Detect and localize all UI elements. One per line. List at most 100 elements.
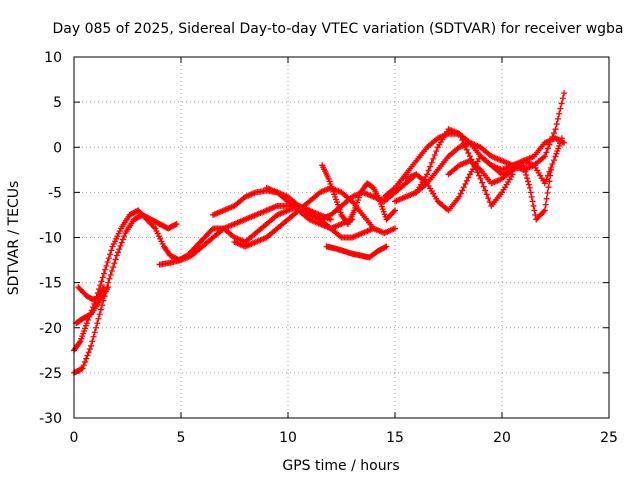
x-tick-label: 25 xyxy=(600,430,618,446)
y-axis-label: SDTVAR / TECUs xyxy=(6,181,22,296)
data-point xyxy=(113,252,120,259)
data-point xyxy=(102,266,109,273)
data-point xyxy=(556,110,563,117)
data-point xyxy=(520,162,527,169)
data-point xyxy=(527,189,534,196)
data-point xyxy=(559,95,566,102)
data-point xyxy=(545,184,552,191)
data-point xyxy=(547,137,554,144)
data-point xyxy=(425,167,432,174)
data-point xyxy=(98,278,105,285)
data-point xyxy=(459,187,466,194)
data-point xyxy=(456,193,463,200)
data-point xyxy=(553,121,560,128)
x-tick-label: 5 xyxy=(177,430,186,446)
data-point xyxy=(82,358,89,365)
data-point xyxy=(117,242,124,249)
data-point xyxy=(383,243,390,250)
data-point xyxy=(531,207,538,214)
data-point xyxy=(546,178,553,185)
data-point xyxy=(392,225,398,232)
data-point xyxy=(428,159,435,166)
data-point xyxy=(100,284,107,291)
data-point xyxy=(476,172,483,179)
data-layer xyxy=(71,90,568,376)
x-tick-label: 20 xyxy=(493,430,511,446)
data-point xyxy=(522,168,529,175)
data-point xyxy=(465,150,472,157)
series-track-1 xyxy=(71,202,377,354)
data-point xyxy=(151,224,158,231)
data-point xyxy=(88,342,95,349)
series-line xyxy=(415,128,514,207)
data-point xyxy=(95,315,102,322)
data-point xyxy=(543,176,550,183)
data-point xyxy=(433,148,440,155)
data-point xyxy=(558,100,565,107)
data-point xyxy=(524,175,531,182)
data-point xyxy=(84,352,91,359)
chart-title: Day 085 of 2025, Sidereal Day-to-day VTE… xyxy=(52,21,623,37)
data-point xyxy=(80,362,87,369)
y-tick-label: -10 xyxy=(39,231,62,247)
data-point xyxy=(79,365,86,372)
data-point xyxy=(85,349,92,356)
data-point xyxy=(483,191,490,198)
data-point xyxy=(91,329,98,336)
data-point xyxy=(121,233,128,240)
data-point xyxy=(208,226,215,233)
data-point xyxy=(103,262,110,269)
data-point xyxy=(524,178,531,185)
data-point xyxy=(424,171,431,178)
data-point xyxy=(482,187,489,194)
data-point xyxy=(83,320,90,327)
data-point xyxy=(94,320,101,327)
data-point xyxy=(110,264,117,271)
data-point xyxy=(119,236,126,243)
data-point xyxy=(548,166,555,173)
data-point xyxy=(523,171,530,178)
data-point xyxy=(97,306,104,313)
data-point xyxy=(557,105,564,112)
data-point xyxy=(392,207,398,214)
data-point xyxy=(480,183,487,190)
data-point xyxy=(552,126,559,133)
data-point xyxy=(485,195,492,202)
data-point xyxy=(89,338,96,345)
y-tick-label: -25 xyxy=(39,366,62,382)
data-point xyxy=(477,175,484,182)
data-point xyxy=(547,172,554,179)
y-tick-label: 0 xyxy=(53,140,62,156)
series-track-3 xyxy=(73,284,112,327)
y-tick-label: -20 xyxy=(39,321,62,337)
plot-frame xyxy=(73,56,610,419)
data-point xyxy=(460,140,467,147)
data-point xyxy=(525,181,532,188)
data-point xyxy=(541,180,548,187)
data-point xyxy=(99,274,106,281)
data-point xyxy=(116,246,123,253)
data-point xyxy=(459,137,466,144)
x-axis-label: GPS time / hours xyxy=(282,458,399,474)
data-point xyxy=(463,146,470,153)
data-point xyxy=(100,270,107,277)
y-tick-label: 10 xyxy=(44,50,62,66)
data-point xyxy=(108,247,115,254)
data-point xyxy=(97,282,104,289)
data-point xyxy=(390,208,397,215)
data-point xyxy=(526,184,533,191)
data-point xyxy=(112,256,119,263)
data-point xyxy=(427,163,434,170)
y-tick-label: -30 xyxy=(39,411,62,427)
data-point xyxy=(108,268,115,275)
data-point xyxy=(457,190,464,197)
series-track-14 xyxy=(413,126,516,209)
x-tick-label: 15 xyxy=(386,430,404,446)
data-point xyxy=(463,177,470,184)
data-point xyxy=(528,193,535,200)
data-point xyxy=(540,208,547,215)
data-point xyxy=(76,339,83,346)
data-point xyxy=(105,255,112,262)
data-point xyxy=(550,130,557,137)
